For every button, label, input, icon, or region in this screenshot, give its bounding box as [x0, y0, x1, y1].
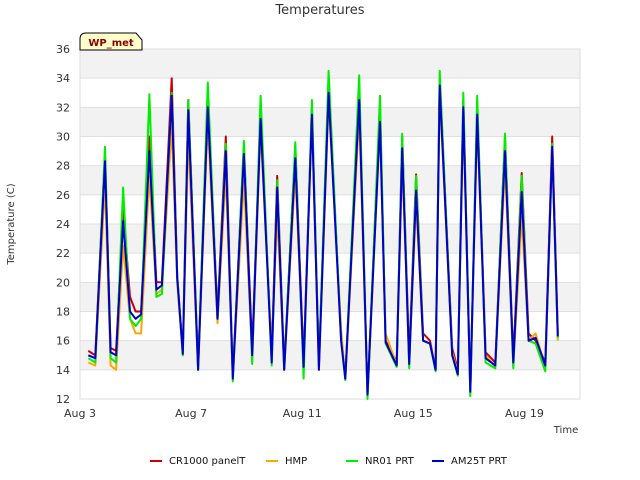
series-lines: [87, 69, 559, 400]
y-tick-label: 12: [56, 393, 70, 406]
x-tick-label: Aug 3: [64, 407, 96, 420]
y-tick-label: 20: [56, 276, 70, 289]
legend: CR1000 panelT HMP NR01 PRT AM25T PRT: [150, 456, 508, 467]
chart-title: Temperatures: [274, 3, 364, 18]
legend-label: AM25T PRT: [451, 456, 508, 467]
y-tick-label: 22: [56, 247, 70, 260]
x-tick-label: Aug 7: [175, 407, 207, 420]
y-tick-label: 32: [56, 101, 70, 114]
y-tick-label: 26: [56, 189, 70, 202]
y-tick-label: 24: [56, 218, 70, 231]
x-tick-label: Aug 11: [283, 407, 322, 420]
x-axis-label: Time: [553, 425, 578, 436]
y-tick-label: 36: [56, 43, 70, 56]
plot-band: [80, 369, 580, 399]
x-tick-label: Aug 19: [505, 407, 544, 420]
badge-label: WP_met: [88, 38, 134, 49]
y-tick-label: 30: [56, 131, 70, 144]
plot-band: [80, 311, 580, 341]
site-badge: WP_met: [79, 32, 143, 51]
badge-shape: [79, 32, 143, 51]
y-tick-labels: 12 14 16 18 20 22 24 26 28 30 32 34 36: [56, 43, 70, 406]
legend-label: CR1000 panelT: [169, 456, 246, 467]
y-tick-label: 18: [56, 306, 70, 319]
x-tick-labels: Aug 3 Aug 7 Aug 11 Aug 15 Aug 19: [64, 407, 544, 420]
legend-label: NR01 PRT: [365, 456, 415, 467]
legend-label: HMP: [285, 456, 307, 467]
x-tick-label: Aug 15: [394, 407, 433, 420]
plot-band: [80, 194, 580, 224]
y-tick-label: 14: [56, 364, 70, 377]
series-line-am25t-prt: [87, 84, 559, 396]
y-tick-label: 28: [56, 160, 70, 173]
y-tick-label: 16: [56, 335, 70, 348]
plot-frame: [79, 48, 581, 400]
plot-band: [80, 282, 580, 312]
plot-band: [80, 49, 580, 79]
y-axis-label: Temperature (C): [6, 183, 17, 265]
y-tick-label: 34: [56, 72, 70, 85]
plot-band: [80, 165, 580, 195]
plot-band: [80, 340, 580, 370]
